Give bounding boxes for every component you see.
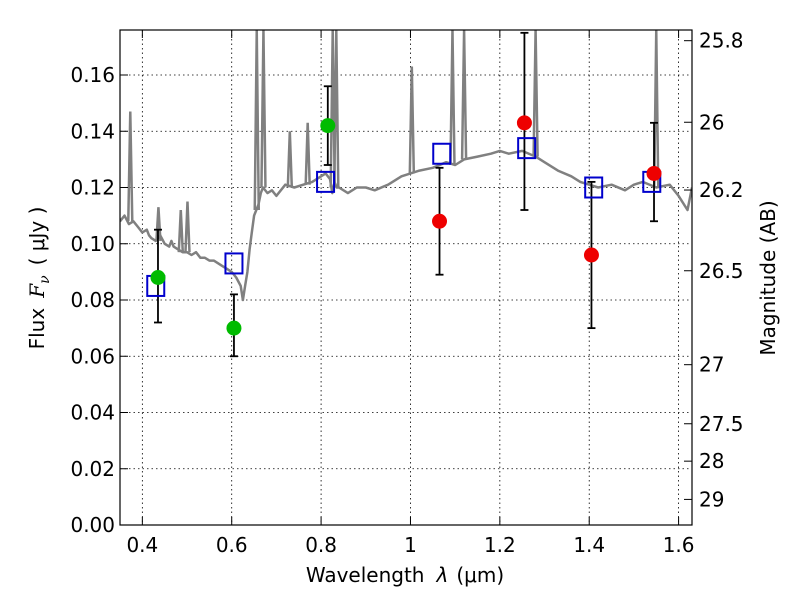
model-photometry-square	[517, 137, 537, 160]
emission-line-spike	[532, 30, 539, 157]
y-tick-label: 0.12	[70, 176, 115, 200]
y2-tick-label: 27	[699, 353, 724, 377]
emission-line-spike	[286, 131, 294, 188]
emission-line-spike	[653, 30, 660, 188]
emission-line-spike	[260, 30, 267, 188]
model-photometry-square	[432, 142, 452, 165]
y2-tick-label: 26	[699, 110, 724, 134]
y2-axis-title: Magnitude (AB)	[756, 200, 780, 355]
model-photometry-square	[316, 170, 336, 193]
grid-lines	[120, 30, 692, 526]
observed-point	[516, 115, 532, 131]
y-tick-label: 0.06	[70, 344, 115, 368]
y-tick-label: 0.04	[70, 401, 115, 425]
emission-line-spike	[253, 30, 260, 211]
x-tick-label: 0.6	[216, 533, 248, 557]
x-axis-title: Wavelength λ (μm)	[306, 563, 504, 587]
x-tick-label: 0.4	[126, 533, 158, 557]
observed-point	[226, 320, 242, 336]
y-tick-label: 0.10	[70, 232, 115, 256]
y2-tick-label: 25.8	[699, 29, 744, 53]
y2-tick-label: 29	[699, 487, 724, 511]
model-photometry-square	[224, 252, 244, 275]
y-tick-label: 0.02	[70, 457, 115, 481]
y2-tick-label: 26.5	[699, 259, 744, 283]
emission-line-spike	[184, 201, 191, 253]
observed-point	[432, 213, 448, 229]
y-axis-title: FluxFν( μJy )	[25, 207, 53, 350]
emission-line-spike	[177, 209, 185, 253]
emission-line-spike	[460, 30, 468, 160]
emission-line-spike	[449, 30, 456, 166]
y-tick-label: 0.08	[70, 288, 115, 312]
observed-point	[150, 270, 166, 285]
observed-point	[646, 165, 662, 181]
model-spectrum	[120, 30, 692, 302]
observed-point	[320, 118, 336, 134]
x-tick-label: 1.4	[573, 533, 605, 557]
x-tick-label: 0.8	[305, 533, 337, 557]
y2-tick-label: 26.2	[699, 178, 744, 202]
emission-line-spike	[408, 66, 416, 174]
spectrum-line	[120, 149, 692, 302]
emission-line-spike	[304, 122, 311, 185]
y-tick-label: 0.14	[70, 119, 115, 143]
x-tick-label: 1.2	[484, 533, 516, 557]
observed-point	[583, 247, 599, 263]
axis-ticks: 0.4 0.6 0.8 1 1.2 1.4 1.6 0.00 0.02 0.04 0.06 0.08 0…	[70, 29, 743, 557]
y-tick-label: 0.16	[70, 63, 115, 87]
model-photometry-square	[584, 176, 604, 199]
y2-tick-label: 27.5	[699, 412, 744, 436]
emission-line-spike	[333, 30, 340, 188]
emission-line-spike	[127, 111, 134, 222]
data-markers	[146, 115, 662, 336]
error-bars	[153, 31, 659, 358]
x-tick-label: 1.6	[663, 533, 695, 557]
y-tick-label: 0.00	[70, 513, 115, 537]
y2-tick-label: 28	[699, 449, 724, 473]
x-tick-label: 1	[404, 533, 417, 557]
plot-frame	[119, 29, 693, 526]
